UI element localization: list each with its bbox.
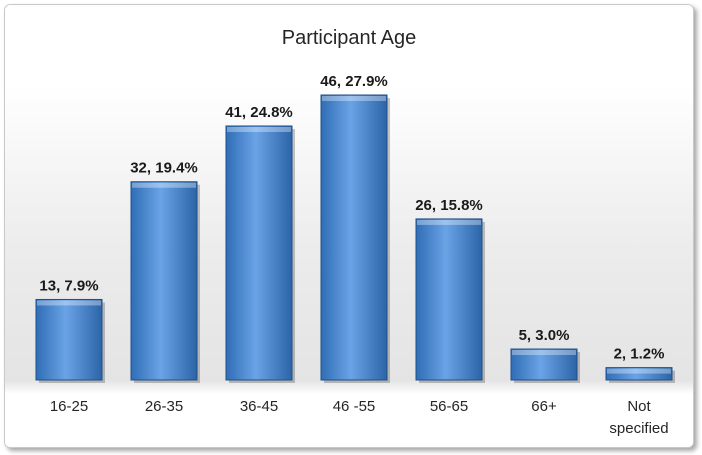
x-tick-label-3: 46 -55	[333, 398, 376, 415]
bar-5	[510, 348, 578, 381]
bar-6	[605, 367, 673, 381]
x-tick-label-2: 36-45	[240, 398, 278, 415]
bar-2	[225, 125, 293, 381]
data-label-0: 13, 7.9%	[39, 277, 98, 294]
bar-1	[130, 181, 198, 381]
data-label-3: 46, 27.9%	[320, 73, 388, 90]
bar-bevel	[227, 126, 291, 132]
data-label-5: 5, 3.0%	[519, 327, 570, 344]
bar-0	[35, 298, 103, 381]
bar-bevel	[417, 219, 481, 225]
bar-bevel	[607, 368, 671, 374]
bar-bevel	[37, 300, 101, 306]
x-tick-label-6: Not	[627, 398, 651, 415]
x-tick-label-0: 16-25	[50, 398, 88, 415]
bar-3	[320, 94, 388, 381]
bar-4	[415, 218, 483, 381]
data-label-2: 41, 24.8%	[225, 104, 293, 121]
bar-bevel	[322, 96, 386, 101]
chart-frame: Participant Age 13, 7.9% 16-25 32, 19.4% 26…	[4, 4, 694, 448]
x-tick-label-1: 26-35	[145, 398, 183, 415]
data-label-6: 2, 1.2%	[614, 346, 665, 363]
data-label-1: 32, 19.4%	[130, 160, 198, 177]
bar-chart: 13, 7.9% 16-25 32, 19.4% 26-35 41, 24.8% 36-4…	[35, 73, 675, 437]
data-label-4: 26, 15.8%	[415, 197, 483, 214]
x-tick-label-6: specified	[609, 420, 668, 437]
x-tick-label-5: 66+	[531, 398, 557, 415]
chart-title: Participant Age	[281, 27, 417, 49]
bar-bevel	[512, 350, 576, 356]
bar-bevel	[132, 182, 196, 188]
x-tick-label-4: 56-65	[430, 398, 468, 415]
